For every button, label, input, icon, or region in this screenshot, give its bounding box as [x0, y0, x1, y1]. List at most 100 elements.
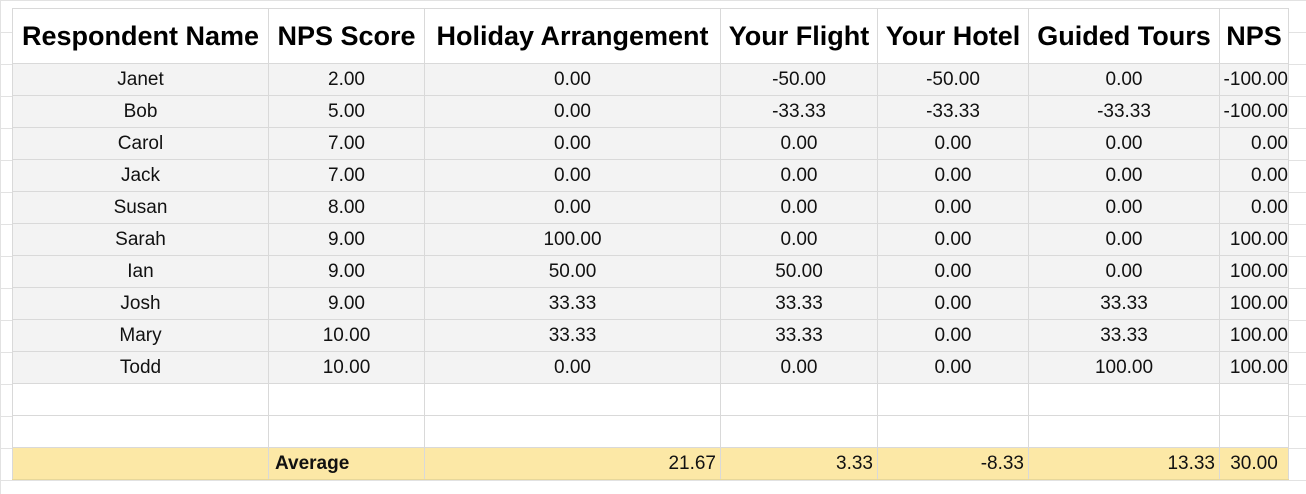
your-hotel-cell[interactable]: -50.00: [877, 63, 1029, 96]
empty-cell[interactable]: [424, 415, 721, 448]
empty-cell[interactable]: [12, 415, 269, 448]
guided-tours-cell[interactable]: 33.33: [1028, 287, 1220, 320]
nps-cell[interactable]: 0.00: [1219, 191, 1289, 224]
your-flight-cell[interactable]: -33.33: [720, 95, 878, 128]
your-flight-cell[interactable]: 0.00: [720, 223, 878, 256]
your-flight-cell[interactable]: 0.00: [720, 351, 878, 384]
empty-cell[interactable]: [268, 415, 425, 448]
guided-tours-cell[interactable]: 0.00: [1028, 63, 1220, 96]
guided-tours-cell[interactable]: -33.33: [1028, 95, 1220, 128]
empty-cell[interactable]: [268, 383, 425, 416]
nps-score-cell[interactable]: 9.00: [268, 287, 425, 320]
holiday-arrangement-cell[interactable]: 0.00: [424, 127, 721, 160]
respondent-name-cell[interactable]: Ian: [12, 255, 269, 288]
empty-cell[interactable]: [1219, 415, 1289, 448]
nps-score-cell[interactable]: 2.00: [268, 63, 425, 96]
nps-cell[interactable]: 100.00: [1219, 255, 1289, 288]
nps-score-cell[interactable]: 5.00: [268, 95, 425, 128]
your-hotel-cell[interactable]: -33.33: [877, 95, 1029, 128]
your-flight-cell[interactable]: 0.00: [720, 159, 878, 192]
average-your-flight[interactable]: 3.33: [720, 447, 878, 480]
nps-cell[interactable]: 0.00: [1219, 127, 1289, 160]
empty-cell[interactable]: [1028, 383, 1220, 416]
your-flight-cell[interactable]: 0.00: [720, 191, 878, 224]
average-nps[interactable]: 30.00: [1219, 447, 1289, 480]
empty-cell[interactable]: [720, 415, 878, 448]
nps-cell[interactable]: 0.00: [1219, 159, 1289, 192]
nps-cell[interactable]: 100.00: [1219, 319, 1289, 352]
respondent-name-cell[interactable]: Sarah: [12, 223, 269, 256]
holiday-arrangement-cell[interactable]: 100.00: [424, 223, 721, 256]
your-flight-cell[interactable]: 33.33: [720, 319, 878, 352]
header-holiday-arrangement[interactable]: Holiday Arrangement: [424, 8, 721, 64]
your-hotel-cell[interactable]: 0.00: [877, 223, 1029, 256]
empty-cell[interactable]: [424, 383, 721, 416]
empty-cell[interactable]: [1219, 383, 1289, 416]
respondent-name-cell[interactable]: Carol: [12, 127, 269, 160]
nps-score-cell[interactable]: 9.00: [268, 255, 425, 288]
nps-score-cell[interactable]: 8.00: [268, 191, 425, 224]
holiday-arrangement-cell[interactable]: 0.00: [424, 159, 721, 192]
holiday-arrangement-cell[interactable]: 0.00: [424, 63, 721, 96]
your-flight-cell[interactable]: 50.00: [720, 255, 878, 288]
respondent-name-cell[interactable]: Bob: [12, 95, 269, 128]
guided-tours-cell[interactable]: 0.00: [1028, 191, 1220, 224]
nps-cell[interactable]: -100.00: [1219, 95, 1289, 128]
your-hotel-cell[interactable]: 0.00: [877, 191, 1029, 224]
empty-cell[interactable]: [877, 383, 1029, 416]
your-hotel-cell[interactable]: 0.00: [877, 287, 1029, 320]
header-your-flight[interactable]: Your Flight: [720, 8, 878, 64]
header-respondent-name[interactable]: Respondent Name: [12, 8, 269, 64]
nps-score-cell[interactable]: 10.00: [268, 319, 425, 352]
table-row: Ian 9.00 50.00 50.00 0.00 0.00 100.00: [12, 255, 1289, 288]
holiday-arrangement-cell[interactable]: 33.33: [424, 287, 721, 320]
respondent-name-cell[interactable]: Todd: [12, 351, 269, 384]
nps-cell[interactable]: 100.00: [1219, 351, 1289, 384]
average-empty-cell[interactable]: [12, 447, 269, 480]
header-nps-score[interactable]: NPS Score: [268, 8, 425, 64]
nps-score-cell[interactable]: 7.00: [268, 127, 425, 160]
respondent-name-cell[interactable]: Susan: [12, 191, 269, 224]
header-guided-tours[interactable]: Guided Tours: [1028, 8, 1220, 64]
guided-tours-cell[interactable]: 33.33: [1028, 319, 1220, 352]
guided-tours-cell[interactable]: 100.00: [1028, 351, 1220, 384]
your-hotel-cell[interactable]: 0.00: [877, 159, 1029, 192]
your-hotel-cell[interactable]: 0.00: [877, 351, 1029, 384]
nps-score-cell[interactable]: 9.00: [268, 223, 425, 256]
your-hotel-cell[interactable]: 0.00: [877, 319, 1029, 352]
nps-cell[interactable]: 100.00: [1219, 223, 1289, 256]
your-flight-cell[interactable]: 33.33: [720, 287, 878, 320]
empty-cell[interactable]: [1028, 415, 1220, 448]
respondent-name-cell[interactable]: Mary: [12, 319, 269, 352]
nps-cell[interactable]: 100.00: [1219, 287, 1289, 320]
your-hotel-cell[interactable]: 0.00: [877, 255, 1029, 288]
guided-tours-cell[interactable]: 0.00: [1028, 255, 1220, 288]
holiday-arrangement-cell[interactable]: 33.33: [424, 319, 721, 352]
average-label[interactable]: Average: [268, 447, 425, 480]
header-your-hotel[interactable]: Your Hotel: [877, 8, 1029, 64]
guided-tours-cell[interactable]: 0.00: [1028, 127, 1220, 160]
respondent-name-cell[interactable]: Josh: [12, 287, 269, 320]
header-nps[interactable]: NPS: [1219, 8, 1289, 64]
average-guided-tours[interactable]: 13.33: [1028, 447, 1220, 480]
nps-score-cell[interactable]: 7.00: [268, 159, 425, 192]
your-flight-cell[interactable]: 0.00: [720, 127, 878, 160]
holiday-arrangement-cell[interactable]: 0.00: [424, 351, 721, 384]
average-your-hotel[interactable]: -8.33: [877, 447, 1029, 480]
respondent-name-cell[interactable]: Janet: [12, 63, 269, 96]
your-flight-cell[interactable]: -50.00: [720, 63, 878, 96]
holiday-arrangement-cell[interactable]: 50.00: [424, 255, 721, 288]
nps-cell[interactable]: -100.00: [1219, 63, 1289, 96]
empty-cell[interactable]: [12, 383, 269, 416]
empty-cell[interactable]: [720, 383, 878, 416]
your-hotel-cell[interactable]: 0.00: [877, 127, 1029, 160]
holiday-arrangement-cell[interactable]: 0.00: [424, 191, 721, 224]
nps-score-cell[interactable]: 10.00: [268, 351, 425, 384]
guided-tours-cell[interactable]: 0.00: [1028, 223, 1220, 256]
empty-cell[interactable]: [877, 415, 1029, 448]
respondent-name-cell[interactable]: Jack: [12, 159, 269, 192]
guided-tours-cell[interactable]: 0.00: [1028, 159, 1220, 192]
average-holiday-arrangement[interactable]: 21.67: [424, 447, 721, 480]
holiday-arrangement-cell[interactable]: 0.00: [424, 95, 721, 128]
